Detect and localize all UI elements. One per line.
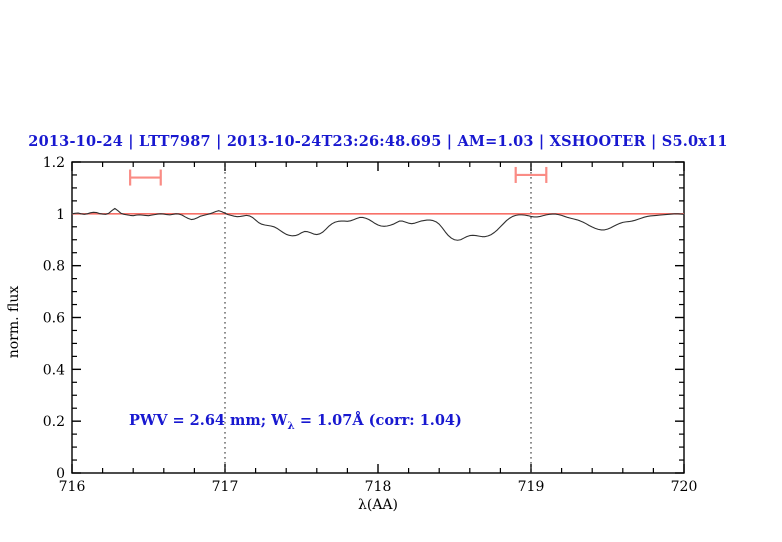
x-axis-minor-ticks xyxy=(101,162,655,473)
plot-title: 2013-10-24 | LTT7987 | 2013-10-24T23:26:… xyxy=(28,133,728,150)
annotation-subscript: λ xyxy=(287,419,295,432)
y-axis-title: norm. flux xyxy=(6,286,22,359)
y-tick-label: 1.2 xyxy=(43,155,65,171)
y-tick-label: 0 xyxy=(56,466,65,482)
y-tick-label: 1 xyxy=(56,207,65,223)
annotation-suffix: = 1.07Å (corr: 1.04) xyxy=(294,412,462,429)
y-tick-label: 0.2 xyxy=(43,414,65,430)
x-axis-title: λ(AA) xyxy=(358,497,398,513)
y-tick-label: 0.6 xyxy=(43,311,65,327)
y-axis-tick-labels: 0 0.2 0.4 0.6 0.8 1 1.2 xyxy=(43,155,65,482)
measurement-annotation: PWV = 2.64 mm; Wλ = 1.07Å (corr: 1.04) xyxy=(129,412,462,432)
x-tick-label: 720 xyxy=(671,479,698,495)
x-tick-label: 718 xyxy=(365,479,392,495)
y-axis-minor-ticks xyxy=(72,174,684,461)
x-tick-label: 719 xyxy=(518,479,545,495)
y-tick-label: 0.4 xyxy=(43,362,65,378)
telluric-band-marker-2 xyxy=(514,166,548,183)
x-axis-tick-labels: 716 717 718 719 720 xyxy=(59,479,698,495)
vertical-reference-lines xyxy=(224,162,532,473)
annotation-prefix: PWV = 2.64 mm; W xyxy=(129,412,288,429)
spectrum-trace xyxy=(71,207,685,241)
y-tick-label: 0.8 xyxy=(43,259,65,275)
x-tick-label: 717 xyxy=(212,479,239,495)
telluric-band-markers xyxy=(129,166,548,186)
x-tick-label: 716 xyxy=(59,479,86,495)
telluric-band-marker-1 xyxy=(129,169,162,186)
